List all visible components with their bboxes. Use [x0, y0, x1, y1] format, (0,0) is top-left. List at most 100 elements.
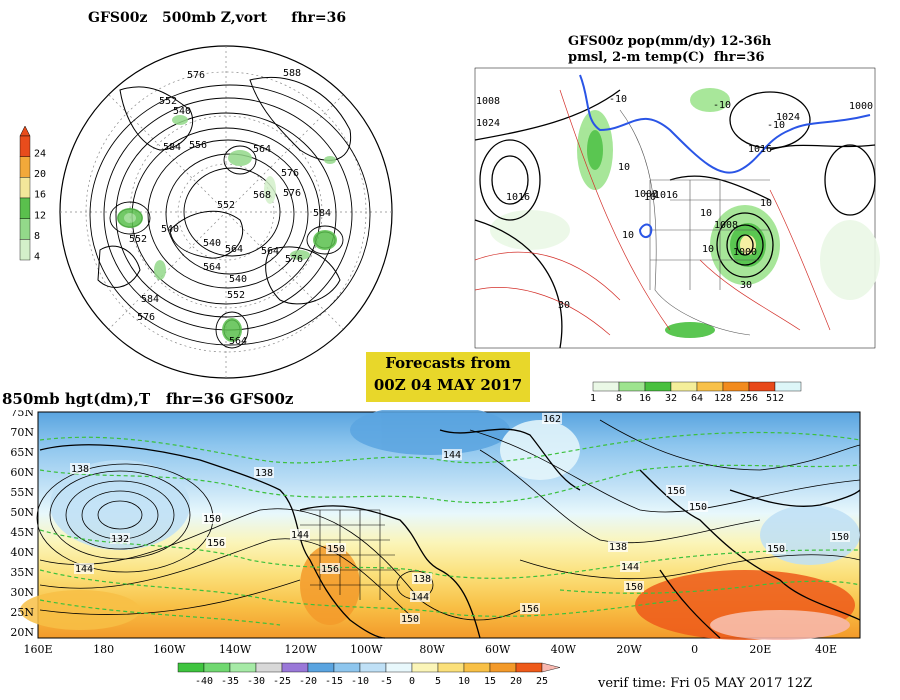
height-contour-label: 156 [207, 538, 225, 549]
temp-legend-swatch [307, 662, 335, 673]
temp-legend-tick: 0 [409, 676, 415, 687]
latitude-label: 50N [10, 506, 34, 519]
pop-legend-swatch [618, 381, 646, 392]
vort-legend-tick: 8 [34, 231, 40, 242]
height-contour-label: 150 [625, 582, 643, 593]
temp-isotherm-label: -10 [767, 120, 785, 131]
longitude-label: 160E [23, 643, 52, 656]
pop-legend-tick: 16 [639, 393, 651, 404]
temp-legend-tick: -10 [351, 676, 369, 687]
temp-legend-tick: 15 [484, 676, 496, 687]
polar-contour-label: 576 [283, 188, 301, 199]
contour-label-bg [400, 613, 420, 624]
temp-isotherm-label: 10 [702, 244, 714, 255]
longitude-label: 0 [691, 643, 698, 656]
contour-label-bg [290, 529, 310, 540]
temp-legend-swatch [359, 662, 387, 673]
polar-contour-label: 540 [161, 224, 179, 235]
temp-isotherm-label: -10 [713, 100, 731, 111]
temp-isotherm-label: 30 [558, 300, 570, 311]
isobar-label: 1008 [634, 189, 658, 200]
latitude-label: 70N [10, 426, 34, 439]
height-contour-label: 138 [255, 468, 273, 479]
contour-label-bg [254, 467, 274, 478]
polar-contour-label: 540 [173, 106, 191, 117]
height-contour-label: 132 [111, 534, 129, 545]
height-contour-label: 144 [411, 592, 429, 603]
contour-label-bg [442, 449, 462, 460]
pop-legend-swatch [696, 381, 724, 392]
temp-legend-swatch [203, 662, 231, 673]
polar-contour-label: 552 [227, 290, 245, 301]
isobar-label: 1024 [776, 112, 800, 123]
polar-contour-label: 564 [203, 262, 221, 273]
height-contour-label: 144 [443, 450, 461, 461]
contour-label-bg [202, 513, 222, 524]
contour-label-bg [766, 543, 786, 554]
temp-legend-swatch [255, 662, 283, 673]
latitude-label: 75N [10, 410, 34, 419]
temp-isotherm-label: 30 [740, 280, 752, 291]
contour-label-bg [320, 563, 340, 574]
contour-label-bg [410, 591, 430, 602]
pop-legend-swatch [748, 381, 776, 392]
temp-legend-tick: -5 [380, 676, 392, 687]
latitude-label: 30N [10, 586, 34, 599]
polar-contour-label: 552 [159, 96, 177, 107]
temp-legend-tick: -30 [247, 676, 265, 687]
height-contour-label: 150 [689, 502, 707, 513]
polar-contour-label: 584 [313, 208, 331, 219]
temp-legend-swatch [229, 662, 257, 673]
longitude-label: 100W [350, 643, 383, 656]
temp-isotherm-label: 10 [760, 198, 772, 209]
isobar-label: 1008 [714, 220, 738, 231]
latitude-label: 65N [10, 446, 34, 459]
contour-label-bg [666, 485, 686, 496]
polar-500mb-map: 24 20 16 12 8 4 [19, 45, 393, 379]
height-contour-label: 144 [291, 530, 309, 541]
polar-contour-label: 588 [283, 68, 301, 79]
height-contour-label: 150 [203, 514, 221, 525]
contour-label-bg [412, 573, 432, 584]
pop-legend-swatch [644, 381, 672, 392]
temperature-legend: -40 -35 -30 -25 -20 -15 -10 -5 0 5 10 15 20 25 [177, 662, 561, 687]
temp-legend-arrow [541, 662, 561, 673]
temp-legend-swatch [437, 662, 465, 673]
vort-legend-swatch [19, 218, 31, 240]
vorticity-legend: 24 20 16 12 8 4 [19, 125, 46, 263]
temp-legend-swatch [333, 662, 361, 673]
height-contour-label: 138 [609, 542, 627, 553]
height-contour-label: 150 [401, 614, 419, 625]
temp-isotherm-label: 10 [618, 162, 630, 173]
temp-legend-swatch [463, 662, 491, 673]
vort-legend-swatch [19, 156, 31, 178]
temp-legend-tick: -35 [221, 676, 239, 687]
longitude-label: 20W [616, 643, 642, 656]
contour-label-bg [620, 561, 640, 572]
temp-legend-swatch [515, 662, 543, 673]
polar-contour-label: 576 [285, 254, 303, 265]
longitude-label: 120W [285, 643, 318, 656]
contour-label-bg [624, 581, 644, 592]
height-contour-label: 162 [543, 414, 561, 425]
forecast-line1: Forecasts from [385, 354, 511, 372]
height-contour-label: 144 [75, 564, 93, 575]
vort-legend-tick: 16 [34, 190, 46, 201]
contour-label-bg [830, 531, 850, 542]
isobar-label: 1016 [748, 144, 772, 155]
height-contour-label: 138 [71, 464, 89, 475]
height-contour-label: 156 [321, 564, 339, 575]
height-contour-label: 150 [767, 544, 785, 555]
polar-contour-label: 584 [163, 142, 181, 153]
isobar-label: 1008 [476, 96, 500, 107]
polar-contour-label: 540 [229, 274, 247, 285]
longitude-label: 180 [93, 643, 114, 656]
polar-title: GFS00z 500mb Z,vort fhr=36 [88, 10, 347, 26]
pop-title-line1: GFS00z pop(mm/dy) 12-36h [568, 34, 772, 49]
pop-title-line2: pmsl, 2-m temp(C) fhr=36 [568, 50, 765, 65]
vort-legend-tick: 12 [34, 210, 46, 221]
longitude-labels: 160E 180 160W 140W 120W 100W 80W 60W 40W 20W 0 20E 4… [23, 643, 837, 656]
temp-isotherm-label: 10 [644, 192, 656, 203]
height-contour-label: 156 [667, 486, 685, 497]
isobar-label: 1016 [654, 190, 678, 201]
